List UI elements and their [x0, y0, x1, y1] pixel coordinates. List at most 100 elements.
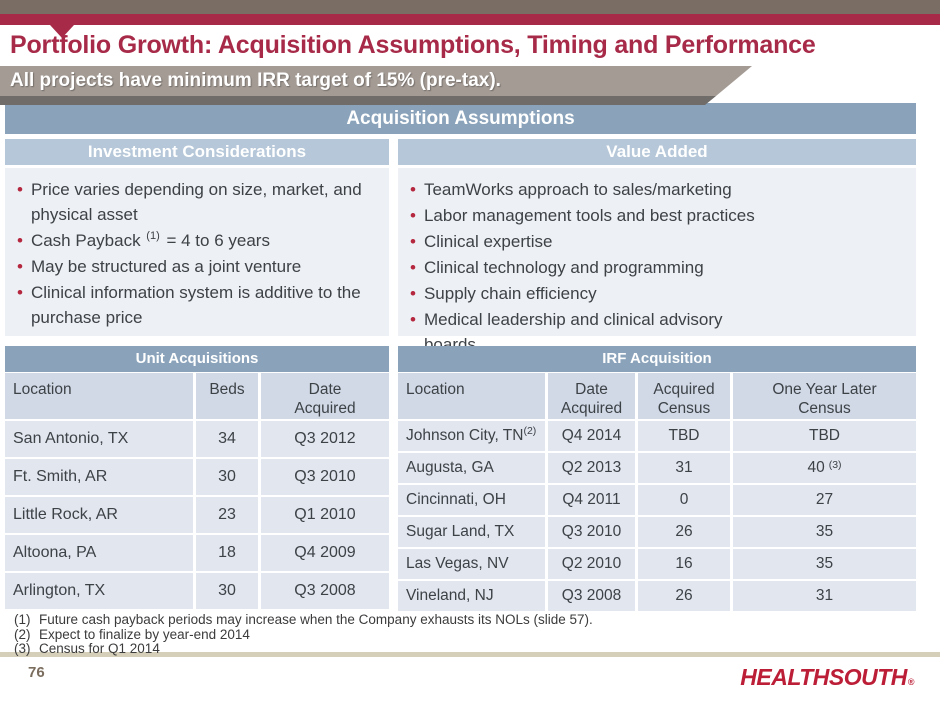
cell-date: Q4 2011 — [545, 485, 635, 517]
column-header: Date Acquired — [258, 373, 389, 421]
value-added-header: Value Added — [398, 139, 916, 165]
cell-date: Q3 2008 — [545, 581, 635, 613]
bullet-text: Clinical expertise — [423, 232, 553, 251]
cell-acquired-census: 16 — [635, 549, 730, 581]
cell-acquired-census: 31 — [635, 453, 730, 485]
cell-location: Vineland, NJ — [398, 581, 545, 613]
pointer-triangle-icon — [50, 25, 74, 38]
cell-location: Sugar Land, TX — [398, 517, 545, 549]
cell-beds: 30 — [193, 573, 258, 611]
list-item: • Clinical expertise — [406, 229, 908, 254]
cell-acquired-census: TBD — [635, 421, 730, 453]
bullet-icon: • — [17, 283, 23, 302]
bullet-icon: • — [410, 284, 416, 303]
page-number: 76 — [28, 664, 45, 681]
footnote-label: (1) — [14, 612, 31, 627]
footnote-label: (3) — [14, 641, 31, 656]
cell-one-year-census: 35 — [730, 517, 916, 549]
cell-date: Q4 2009 — [258, 535, 389, 573]
column-header: Date Acquired — [545, 373, 635, 421]
bullet-text-part: = 4 to 6 years — [161, 231, 270, 250]
list-item: • Clinical information system is additiv… — [13, 280, 381, 330]
footnote-text: Future cash payback periods may increase… — [39, 612, 593, 627]
irf-acquisition-grid: Location Date Acquired Acquired Census O… — [398, 373, 916, 613]
footnote-3: (3) Census for Q1 2014 — [14, 641, 593, 657]
footer-divider — [0, 652, 940, 657]
cell-date: Q3 2010 — [258, 459, 389, 497]
banner-shadow — [0, 96, 716, 105]
cell-location: Augusta, GA — [398, 453, 545, 485]
cell-location: Johnson City, TN(2) — [398, 421, 545, 453]
list-item: • Supply chain efficiency — [406, 281, 908, 306]
cell-location: Altoona, PA — [5, 535, 193, 573]
cell-one-year-census: 31 — [730, 581, 916, 613]
table-row: Ft. Smith, AR 30 Q3 2010 — [5, 459, 389, 497]
cell-acquired-census: 26 — [635, 581, 730, 613]
acquisition-assumptions-header: Acquisition Assumptions — [5, 103, 916, 134]
column-header: Location — [398, 373, 545, 421]
table-row: Vineland, NJ Q3 2008 26 31 — [398, 581, 916, 613]
bullet-icon: • — [410, 180, 416, 199]
cell-beds: 18 — [193, 535, 258, 573]
bullet-icon: • — [17, 180, 23, 199]
tables-section: Unit Acquisitions Location Beds Date Acq… — [5, 346, 916, 613]
value-added-column: Value Added • TeamWorks approach to sale… — [398, 139, 916, 354]
table-header-row: Location Beds Date Acquired — [5, 373, 389, 421]
table-row: Little Rock, AR 23 Q1 2010 — [5, 497, 389, 535]
unit-acquisitions-table: Unit Acquisitions Location Beds Date Acq… — [5, 346, 389, 613]
column-header: Acquired Census — [635, 373, 730, 421]
cell-location: Ft. Smith, AR — [5, 459, 193, 497]
footnote-label: (2) — [14, 626, 31, 642]
table-row: Augusta, GA Q2 2013 31 40 (3) — [398, 453, 916, 485]
footnote-1: (1) Future cash payback periods may incr… — [14, 612, 593, 628]
table-row: Sugar Land, TX Q3 2010 26 35 — [398, 517, 916, 549]
healthsouth-logo: HEALTHSOUTH® — [740, 664, 914, 691]
bullet-text: May be structured as a joint venture — [30, 257, 302, 276]
bullet-text: TeamWorks approach to sales/marketing — [423, 180, 732, 199]
logo-text: HEALTHSOUTH — [740, 664, 907, 690]
cell-beds: 23 — [193, 497, 258, 535]
cell-one-year-census: 35 — [730, 549, 916, 581]
table-row: Arlington, TX 30 Q3 2008 — [5, 573, 389, 611]
unit-acquisitions-grid: Location Beds Date Acquired San Antonio,… — [5, 373, 389, 611]
column-header: One Year Later Census — [730, 373, 916, 421]
cell-one-year-census: TBD — [730, 421, 916, 453]
table-row: San Antonio, TX 34 Q3 2012 — [5, 421, 389, 459]
bullet-text: Labor management tools and best practice… — [423, 206, 755, 225]
registered-mark-icon: ® — [907, 677, 915, 687]
value-added-panel: • TeamWorks approach to sales/marketing … — [398, 168, 916, 354]
cell-one-year-census: 27 — [730, 485, 916, 517]
cell-acquired-census: 0 — [635, 485, 730, 517]
list-item: • Labor management tools and best practi… — [406, 203, 908, 228]
irf-acquisition-table: IRF Acquisition Location Date Acquired A… — [398, 346, 916, 613]
investment-considerations-panel: • Price varies depending on size, market… — [5, 168, 389, 336]
bullet-text: Clinical information system is additive … — [30, 283, 361, 327]
irr-target-banner: All projects have minimum IRR target of … — [0, 66, 752, 96]
footnote-text: Expect to finalize by year-end 2014 — [39, 626, 250, 642]
list-item: • May be structured as a joint venture — [13, 254, 381, 279]
list-item: • TeamWorks approach to sales/marketing — [406, 177, 908, 202]
cell-one-year-census: 40 (3) — [730, 453, 916, 485]
bullet-text: Clinical technology and programming — [423, 258, 704, 277]
table-row: Altoona, PA 18 Q4 2009 — [5, 535, 389, 573]
list-item: • Clinical technology and programming — [406, 255, 908, 280]
cell-location: Las Vegas, NV — [398, 549, 545, 581]
assumptions-columns: Investment Considerations • Price varies… — [5, 139, 916, 354]
bullet-icon: • — [410, 258, 416, 277]
footnote-text: Census for Q1 2014 — [39, 641, 160, 656]
cell-date: Q3 2008 — [258, 573, 389, 611]
list-item: • Cash Payback (1) = 4 to 6 years — [13, 228, 381, 253]
table-row: Johnson City, TN(2) Q4 2014 TBD TBD — [398, 421, 916, 453]
cell-text: Johnson City, TN — [406, 427, 524, 445]
cell-date: Q2 2013 — [545, 453, 635, 485]
top-brown-bar — [0, 0, 940, 14]
cell-location: San Antonio, TX — [5, 421, 193, 459]
column-header: Location — [5, 373, 193, 421]
value-added-list: • TeamWorks approach to sales/marketing … — [406, 177, 908, 357]
cell-acquired-census: 26 — [635, 517, 730, 549]
footnotes: (1) Future cash payback periods may incr… — [14, 612, 593, 657]
bullet-icon: • — [17, 257, 23, 276]
cell-date: Q1 2010 — [258, 497, 389, 535]
footnote-ref-1: (1) — [146, 230, 160, 243]
bullet-text: Supply chain efficiency — [423, 284, 597, 303]
